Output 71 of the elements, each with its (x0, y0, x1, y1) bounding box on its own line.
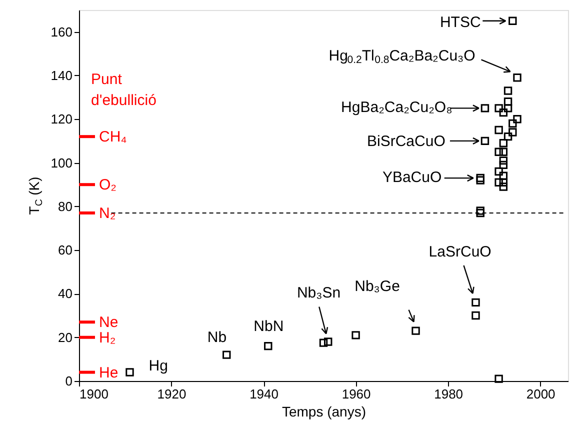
point (476, 206, 484, 215)
ref-line-label: H₂ (99, 329, 116, 346)
y-tick-label: 60 (58, 242, 72, 258)
point (480, 104, 490, 112)
annotation: Nb (207, 328, 227, 346)
point (476, 174, 484, 182)
y-tick-label: 100 (50, 155, 72, 170)
point (513, 74, 522, 82)
x-tick-label: 1900 (80, 386, 108, 402)
point (352, 331, 360, 340)
annotation: YBaCuO (382, 169, 442, 186)
y-tick-label: 20 (58, 330, 72, 345)
point (508, 128, 517, 136)
point (494, 148, 503, 156)
point (499, 108, 508, 117)
point (499, 139, 508, 148)
point (126, 368, 134, 376)
point (472, 298, 480, 307)
annotation: Hg (148, 357, 168, 374)
point (513, 115, 522, 124)
point (472, 311, 480, 320)
y-axis-title: TC (K) (26, 176, 46, 215)
point (504, 104, 512, 112)
point (508, 119, 517, 128)
point (499, 160, 508, 170)
point (412, 326, 420, 335)
annotation: BiSrCaCuO (367, 132, 446, 150)
annotation: HgBa₂Ca₂Cu₂O₈ (341, 99, 452, 116)
point (499, 156, 508, 165)
point (504, 98, 512, 106)
y-tick-label: 140 (50, 68, 72, 83)
point (324, 338, 332, 346)
point (264, 342, 272, 350)
x-tick-label: 1960 (342, 386, 371, 402)
annotation: Nb₃Sn (296, 284, 341, 302)
point (480, 136, 490, 146)
annotation: HTSC (440, 14, 481, 31)
point (494, 167, 503, 176)
ref-line-label: He (99, 364, 118, 382)
y-tick-label: 40 (58, 286, 72, 302)
point (494, 178, 503, 187)
ref-line-label: Ne (99, 314, 118, 332)
point (504, 86, 512, 95)
point (508, 16, 517, 26)
point (499, 182, 508, 191)
annotation: Punt d'ebullició (91, 71, 156, 109)
point (504, 132, 512, 141)
point (494, 374, 503, 383)
annotation: LaSrCuO (428, 243, 492, 260)
ref-line-label: CH₄ (99, 128, 127, 146)
y-tick-label: 0 (65, 374, 72, 388)
x-tick-label: 1980 (434, 386, 464, 402)
ref-line-label: O₂ (99, 176, 117, 194)
point (494, 104, 503, 112)
point (476, 176, 484, 184)
point (319, 338, 328, 347)
x-tick-label: 1940 (250, 386, 278, 402)
point (499, 148, 508, 156)
x-tick-label: 2000 (526, 386, 556, 402)
point (499, 172, 508, 180)
y-tick-label: 160 (50, 24, 72, 40)
x-tick-label: 1920 (157, 386, 186, 402)
y-tick-label: 120 (50, 112, 72, 127)
x-axis-title: Temps (anys) (282, 404, 366, 420)
point (222, 350, 231, 359)
annotation: Nb₃Ge (354, 278, 400, 295)
y-tick-label: 80 (58, 198, 72, 214)
annotation: NbN (254, 318, 284, 336)
ref-line-label: N₂ (99, 204, 116, 222)
point (476, 208, 484, 218)
point (494, 126, 503, 134)
